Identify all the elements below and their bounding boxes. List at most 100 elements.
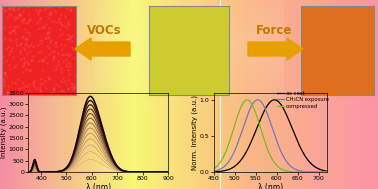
Bar bbox=[258, 0, 260, 189]
Bar bbox=[94, 8, 284, 9]
Bar bbox=[243, 0, 245, 189]
Bar bbox=[94, 138, 284, 139]
Legend: as cast, CH₃CN exposure, compressed: as cast, CH₃CN exposure, compressed bbox=[275, 89, 331, 111]
Bar bbox=[94, 61, 284, 62]
Bar bbox=[115, 0, 116, 189]
Point bbox=[24, 37, 30, 40]
Bar bbox=[93, 0, 94, 189]
Bar bbox=[34, 0, 35, 189]
Bar bbox=[353, 0, 354, 189]
Point bbox=[65, 33, 71, 36]
Point bbox=[39, 39, 45, 42]
Bar bbox=[35, 0, 37, 189]
Bar bbox=[71, 0, 72, 189]
Bar bbox=[94, 44, 284, 45]
Point bbox=[17, 49, 23, 52]
Point bbox=[43, 22, 49, 25]
Bar bbox=[372, 0, 373, 189]
Bar bbox=[94, 56, 284, 57]
Point bbox=[66, 65, 72, 68]
Point bbox=[66, 54, 72, 57]
Bar bbox=[49, 0, 50, 189]
Point bbox=[43, 36, 49, 39]
Bar bbox=[43, 0, 44, 189]
Bar bbox=[118, 0, 120, 189]
Point bbox=[65, 23, 71, 26]
Bar bbox=[94, 164, 284, 165]
Point bbox=[68, 7, 74, 10]
Bar bbox=[94, 60, 284, 61]
Bar bbox=[94, 52, 284, 53]
Point bbox=[53, 41, 59, 44]
Bar bbox=[25, 0, 26, 189]
Bar bbox=[277, 0, 279, 189]
Point bbox=[55, 51, 61, 54]
Bar bbox=[94, 169, 284, 170]
Bar bbox=[94, 107, 284, 108]
Bar bbox=[94, 140, 284, 141]
Point bbox=[21, 17, 27, 20]
Point bbox=[7, 31, 13, 34]
Bar bbox=[350, 0, 352, 189]
Bar bbox=[94, 124, 284, 125]
Point bbox=[16, 12, 22, 15]
Bar bbox=[94, 11, 284, 12]
Point bbox=[51, 20, 57, 23]
Bar bbox=[369, 0, 370, 189]
Bar bbox=[94, 14, 284, 15]
Bar bbox=[135, 0, 136, 189]
Point bbox=[47, 10, 53, 13]
Bar bbox=[94, 120, 284, 121]
Point bbox=[56, 34, 62, 37]
Point bbox=[3, 60, 9, 63]
Bar bbox=[50, 0, 52, 189]
Bar bbox=[291, 0, 292, 189]
Point bbox=[49, 51, 55, 54]
Bar bbox=[131, 0, 132, 189]
Bar bbox=[94, 64, 284, 65]
Bar bbox=[94, 42, 284, 43]
Bar bbox=[290, 0, 291, 189]
Bar bbox=[143, 0, 144, 189]
Bar bbox=[94, 134, 284, 135]
Bar bbox=[227, 0, 228, 189]
Bar bbox=[79, 0, 81, 189]
Bar bbox=[262, 0, 263, 189]
Point bbox=[44, 5, 50, 9]
X-axis label: λ (nm): λ (nm) bbox=[258, 183, 283, 189]
Bar bbox=[94, 122, 284, 123]
Point bbox=[30, 55, 36, 58]
Bar bbox=[335, 0, 336, 189]
Point bbox=[22, 37, 28, 40]
Bar bbox=[11, 0, 12, 189]
Bar bbox=[94, 65, 284, 66]
Bar bbox=[223, 0, 224, 189]
Bar bbox=[94, 123, 284, 124]
Point bbox=[22, 28, 28, 31]
Text: VOCs: VOCs bbox=[87, 24, 121, 37]
Point bbox=[65, 78, 71, 81]
Point bbox=[70, 47, 76, 50]
Bar bbox=[113, 0, 115, 189]
Bar bbox=[94, 167, 284, 168]
Bar bbox=[56, 0, 57, 189]
Point bbox=[17, 14, 23, 17]
Bar bbox=[94, 142, 284, 143]
Bar bbox=[276, 0, 277, 189]
Bar bbox=[301, 0, 302, 189]
Point bbox=[2, 36, 8, 39]
Bar bbox=[295, 0, 296, 189]
Bar bbox=[94, 160, 284, 161]
Bar bbox=[280, 0, 281, 189]
Point bbox=[25, 21, 31, 24]
Bar bbox=[203, 0, 204, 189]
Bar bbox=[94, 186, 284, 187]
Point bbox=[42, 7, 48, 10]
Point bbox=[41, 26, 47, 29]
Point bbox=[51, 87, 57, 90]
Bar bbox=[296, 0, 297, 189]
Point bbox=[70, 33, 76, 36]
Bar bbox=[94, 106, 284, 107]
Point bbox=[57, 70, 64, 73]
Point bbox=[71, 56, 77, 59]
